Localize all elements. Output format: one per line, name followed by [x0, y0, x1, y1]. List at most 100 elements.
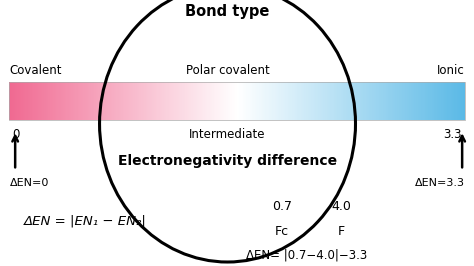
Bar [171, 82, 173, 120]
Bar [61, 82, 62, 120]
Bar [266, 82, 268, 120]
Bar [306, 82, 308, 120]
Bar [15, 82, 17, 120]
Bar [63, 82, 64, 120]
Bar [185, 82, 186, 120]
Bar [39, 82, 41, 120]
Bar [248, 82, 250, 120]
Bar [461, 82, 463, 120]
Bar [445, 82, 447, 120]
Text: Polar covalent: Polar covalent [186, 64, 269, 77]
Bar [320, 82, 322, 120]
Bar [41, 82, 43, 120]
Bar [215, 82, 217, 120]
Bar [153, 82, 155, 120]
Bar [155, 82, 157, 120]
Text: Ionic: Ionic [437, 64, 465, 77]
Bar [257, 82, 259, 120]
Bar [387, 82, 389, 120]
Bar [429, 82, 431, 120]
Text: Fc: Fc [275, 225, 289, 238]
Bar [26, 82, 27, 120]
Bar [374, 82, 375, 120]
Bar [82, 82, 84, 120]
Bar [47, 82, 49, 120]
Bar [270, 82, 272, 120]
Bar [264, 82, 266, 120]
Bar [329, 82, 331, 120]
Bar [37, 82, 38, 120]
Bar [252, 82, 254, 120]
Bar [219, 82, 220, 120]
Bar [238, 82, 240, 120]
Bar [456, 82, 458, 120]
Bar [402, 82, 403, 120]
Bar [283, 82, 284, 120]
Bar [443, 82, 445, 120]
Bar [75, 82, 77, 120]
Bar [209, 82, 210, 120]
Bar [201, 82, 202, 120]
Text: ΔEN= |0.7−4.0|−3.3: ΔEN= |0.7−4.0|−3.3 [246, 249, 368, 262]
Bar [151, 82, 152, 120]
Bar [77, 82, 78, 120]
Bar [80, 82, 82, 120]
Bar [203, 82, 204, 120]
Bar [376, 82, 377, 120]
Bar [24, 82, 26, 120]
Text: ΔEN = |EN₁ − EN₂|: ΔEN = |EN₁ − EN₂| [24, 214, 146, 227]
Bar [413, 82, 415, 120]
Text: 0.7: 0.7 [272, 200, 292, 213]
Bar [131, 82, 133, 120]
Bar [236, 82, 237, 120]
Bar [12, 82, 13, 120]
Bar [200, 82, 201, 120]
Bar [104, 82, 106, 120]
Bar [404, 82, 406, 120]
Bar [256, 82, 258, 120]
Bar [130, 82, 132, 120]
Bar [272, 82, 274, 120]
Bar [436, 82, 438, 120]
Bar [169, 82, 170, 120]
Bar [182, 82, 184, 120]
Bar [179, 82, 181, 120]
Bar [382, 82, 383, 120]
Bar [49, 82, 51, 120]
Bar [438, 82, 440, 120]
Bar [71, 82, 73, 120]
Bar [292, 82, 293, 120]
Bar [157, 82, 159, 120]
Bar [166, 82, 168, 120]
Bar [103, 82, 104, 120]
Bar [421, 82, 423, 120]
Bar [374, 82, 376, 120]
Bar [239, 82, 241, 120]
Text: F: F [337, 225, 345, 238]
Bar [334, 82, 335, 120]
Bar [143, 82, 144, 120]
Bar [261, 82, 263, 120]
Bar [115, 82, 117, 120]
Bar [417, 82, 419, 120]
Bar [299, 82, 300, 120]
Text: Bond type: Bond type [185, 4, 270, 19]
Bar [356, 82, 357, 120]
Bar [163, 82, 164, 120]
Bar [234, 82, 235, 120]
Bar [296, 82, 298, 120]
Bar [394, 82, 396, 120]
Bar [113, 82, 115, 120]
Bar [244, 82, 246, 120]
Bar [433, 82, 434, 120]
Bar [447, 82, 449, 120]
Bar [53, 82, 55, 120]
Bar [430, 82, 432, 120]
Bar [410, 82, 411, 120]
Bar [434, 82, 436, 120]
Bar [191, 82, 193, 120]
Bar [352, 82, 354, 120]
Bar [392, 82, 393, 120]
Bar [251, 82, 252, 120]
Bar [165, 82, 167, 120]
